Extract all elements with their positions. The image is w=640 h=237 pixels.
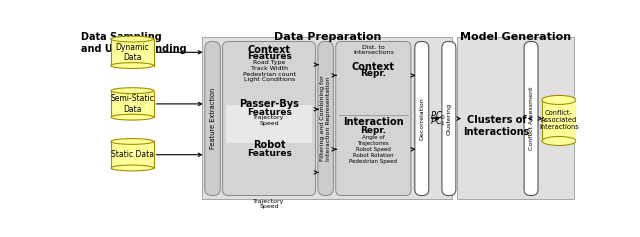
Text: Model Generation: Model Generation [460, 32, 571, 42]
FancyBboxPatch shape [442, 41, 456, 196]
Text: $PC_1$: $PC_1$ [430, 115, 446, 128]
Ellipse shape [111, 114, 154, 120]
Text: Passer-Bys: Passer-Bys [239, 99, 299, 109]
Text: Clusters of
Interactions: Clusters of Interactions [463, 115, 530, 137]
FancyBboxPatch shape [205, 41, 220, 196]
FancyBboxPatch shape [415, 41, 429, 196]
Text: Context: Context [352, 62, 395, 72]
Bar [111, 141, 154, 168]
Ellipse shape [111, 88, 154, 94]
Text: Repr.: Repr. [360, 126, 387, 135]
FancyBboxPatch shape [524, 41, 538, 196]
Text: Dynamic
Data: Dynamic Data [115, 43, 149, 62]
Text: Semi-Static
Data: Semi-Static Data [110, 94, 154, 114]
Text: Features: Features [246, 108, 292, 117]
Text: Features: Features [246, 149, 292, 158]
Bar [458, 37, 573, 199]
Ellipse shape [542, 137, 576, 146]
Ellipse shape [111, 36, 154, 42]
Ellipse shape [111, 63, 154, 68]
Text: Filtering and Combining for
Interaction Representation: Filtering and Combining for Interaction … [320, 76, 331, 161]
Text: Data Sampling
and Understanding: Data Sampling and Understanding [81, 32, 187, 54]
Text: Data Preparation: Data Preparation [273, 32, 381, 42]
FancyBboxPatch shape [223, 41, 316, 196]
Ellipse shape [111, 139, 154, 144]
Bar [202, 37, 452, 199]
FancyBboxPatch shape [318, 41, 333, 196]
FancyBboxPatch shape [336, 41, 411, 196]
Text: Robot: Robot [253, 140, 285, 150]
Text: Repr.: Repr. [360, 69, 387, 78]
Bar [542, 100, 576, 141]
Text: Context: Context [248, 45, 291, 55]
Text: Clustering: Clustering [447, 102, 451, 135]
Text: Static Data: Static Data [111, 150, 154, 159]
Text: Trajectory
Speed: Trajectory Speed [253, 199, 285, 210]
Bar [227, 105, 312, 143]
Ellipse shape [542, 96, 576, 105]
Bar [111, 91, 154, 117]
Text: Dist. to
Intersections: Dist. to Intersections [353, 45, 394, 55]
Text: Feature Extraction: Feature Extraction [209, 88, 216, 149]
Text: $PC_0$: $PC_0$ [430, 109, 447, 122]
Ellipse shape [111, 165, 154, 171]
Text: Angle of
Trajectories
Robot Speed
Robot Rotation
Pedestrian Speed: Angle of Trajectories Robot Speed Robot … [349, 136, 397, 164]
Text: Decorrelation: Decorrelation [419, 97, 424, 140]
Bar [111, 39, 154, 66]
Text: Interaction: Interaction [343, 117, 404, 127]
Text: Conflict Assessment: Conflict Assessment [529, 87, 534, 150]
Text: Trajectory
Speed: Trajectory Speed [253, 115, 285, 126]
Text: Conflict-
Associated
Interactions: Conflict- Associated Interactions [539, 110, 579, 130]
Text: Features: Features [246, 52, 292, 61]
Text: Road Type
Track Width
Pedestrian count
Light Conditions: Road Type Track Width Pedestrian count L… [243, 60, 296, 82]
